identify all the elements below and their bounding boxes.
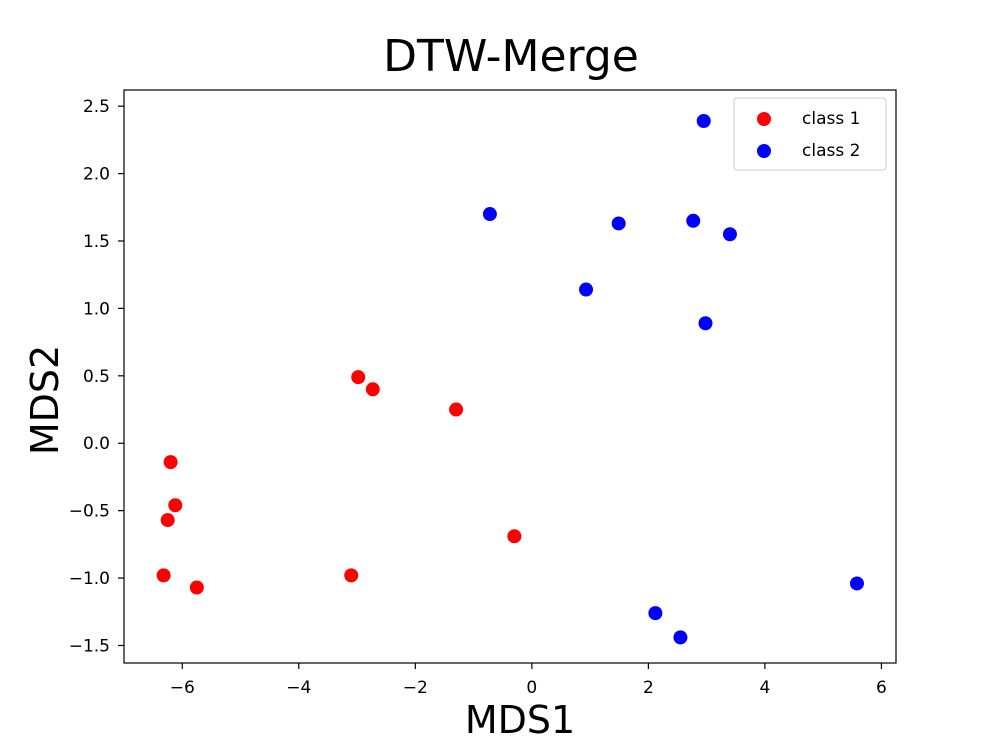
- data-point-class-1: [507, 529, 522, 544]
- data-point-class-1: [156, 568, 171, 583]
- data-point-class-2: [611, 216, 626, 231]
- x-axis-label: MDS1: [465, 698, 575, 742]
- legend-marker-class-2: [757, 144, 771, 158]
- x-tick-label: −4: [286, 678, 311, 698]
- y-tick-label: 2.0: [83, 165, 110, 185]
- x-tick-label: 2: [643, 678, 654, 698]
- y-tick-label: −1.5: [69, 636, 110, 656]
- x-tick-label: 6: [876, 678, 887, 698]
- legend-label-class-1: class 1: [802, 109, 860, 129]
- plot-frame: [123, 89, 897, 664]
- data-points: [156, 114, 864, 645]
- x-tick-label: 0: [526, 678, 537, 698]
- data-point-class-2: [673, 630, 688, 645]
- data-point-class-2: [696, 114, 711, 129]
- data-point-class-1: [351, 370, 366, 385]
- y-tick-label: 1.0: [83, 299, 110, 319]
- legend-box: [733, 97, 887, 171]
- legend: class 1 class 2: [733, 97, 887, 171]
- data-point-class-2: [849, 576, 864, 591]
- y-axis-label: MDS2: [23, 345, 67, 455]
- data-point-class-1: [344, 568, 359, 583]
- y-tick-label: 1.5: [83, 232, 110, 252]
- x-tick-label: −2: [403, 678, 428, 698]
- y-tick-label: 0.5: [83, 367, 110, 387]
- y-tick-label: 0.0: [83, 434, 110, 454]
- y-tick-label: 2.5: [83, 97, 110, 117]
- data-point-class-1: [449, 402, 464, 417]
- data-point-class-2: [579, 282, 594, 297]
- y-axis-ticks: −1.5 −1.0 −0.5 0.0 0.5 1.0 1.5 2.0 2.5: [69, 97, 124, 656]
- x-tick-label: −6: [170, 678, 195, 698]
- data-point-class-1: [168, 498, 183, 513]
- data-point-class-2: [648, 606, 663, 621]
- data-point-class-1: [189, 580, 204, 595]
- x-tick-label: 4: [759, 678, 770, 698]
- data-point-class-2: [698, 316, 713, 331]
- chart-title: DTW-Merge: [383, 31, 639, 82]
- legend-label-class-2: class 2: [802, 141, 860, 161]
- data-point-class-1: [160, 513, 175, 528]
- y-tick-label: −0.5: [69, 502, 110, 522]
- data-point-class-1: [365, 382, 380, 397]
- y-tick-label: −1.0: [69, 569, 110, 589]
- data-point-class-2: [722, 227, 737, 242]
- x-axis-ticks: −6 −4 −2 0 2 4 6: [170, 663, 887, 698]
- data-point-class-2: [482, 207, 497, 222]
- legend-marker-class-1: [757, 112, 771, 126]
- data-point-class-1: [163, 455, 178, 470]
- data-point-class-2: [686, 213, 701, 228]
